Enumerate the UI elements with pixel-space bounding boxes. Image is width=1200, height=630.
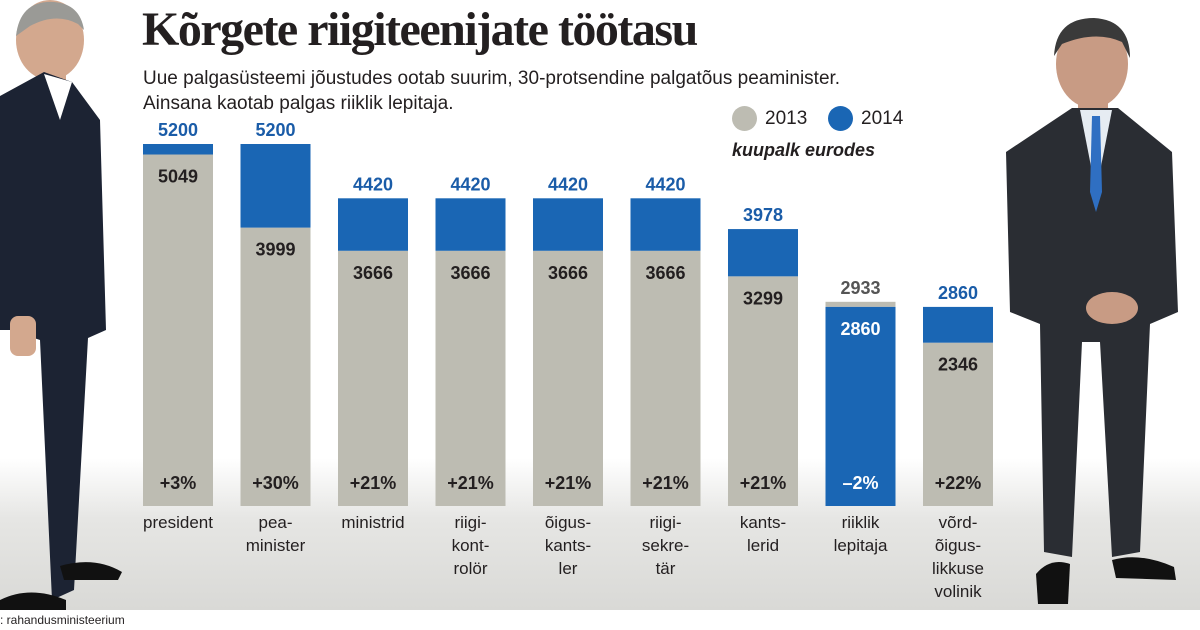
value-label-2014-4: 4420 [548,174,588,194]
value-label-2014-1: 5200 [255,120,295,140]
value-label-2013-5: 3666 [645,263,685,283]
bar-2014-0 [143,144,213,155]
category-label-7-1: lepitaja [834,536,888,555]
unit-note: kuupalk eurodes [732,140,876,160]
bar-2014-8 [923,306,993,343]
bar-2014-5 [630,198,701,251]
value-label-2013-2: 3666 [353,263,393,283]
category-label-5-1: sekre- [642,536,689,555]
change-label-5: +21% [642,473,689,493]
value-label-2014-5: 4420 [645,174,685,194]
legend-2014-swatch [828,106,853,131]
value-label-2013-6: 3299 [743,288,783,308]
category-label-8-0: võrd- [939,513,978,532]
bar-2013-1 [240,227,311,506]
value-label-2014-6: 3978 [743,205,783,225]
category-label-5-2: tär [656,559,676,578]
category-label-3-2: rolör [453,559,487,578]
bar-2013-5 [630,250,701,506]
category-label-6-1: lerid [747,536,779,555]
category-label-1-1: minister [246,536,306,555]
value-label-2013-7: 2933 [840,278,880,298]
value-label-2014-3: 4420 [450,174,490,194]
bar-2014-7 [825,306,896,506]
bar-2013-3 [435,250,506,506]
source-note: : rahandusministeerium [0,613,125,627]
change-label-8: +22% [935,473,982,493]
legend-2013: 2013 [732,106,807,131]
change-label-2: +21% [350,473,397,493]
category-label-4-1: kants- [545,536,591,555]
value-label-2014-0: 5200 [158,120,198,140]
legend-2014-label: 2014 [861,107,904,129]
legend-2014: 2014 [828,106,903,131]
bar-2013-2 [338,250,408,506]
president-photo [0,0,122,610]
category-label-4-2: ler [559,559,578,578]
chart-title: Kõrgete riigiteenijate töötasu [142,3,698,56]
subtitle-line-1: Uue palgasüsteemi jõustudes ootab suurim… [143,68,841,89]
bar-2014-6 [728,229,798,277]
bar-2014-4 [533,198,603,251]
legend-2013-label: 2013 [765,107,808,129]
change-label-1: +30% [252,473,299,493]
value-label-2014-2: 4420 [353,174,393,194]
category-label-3-1: kont- [452,536,490,555]
value-label-2013-0: 5049 [158,167,198,187]
chart-subtitle: Uue palgasüsteemi jõustudes ootab suurim… [143,66,840,116]
value-label-2013-1: 3999 [255,240,295,260]
category-label-1-0: pea- [258,513,292,532]
change-label-3: +21% [447,473,494,493]
change-label-4: +21% [545,473,592,493]
value-label-2013-4: 3666 [548,263,588,283]
change-label-6: +21% [740,473,787,493]
bar-2014-2 [338,198,408,251]
bar-2013-6 [728,276,798,506]
category-label-8-2: likkuse [932,559,984,578]
value-label-2014-8: 2860 [938,283,978,303]
bar-2013-0 [143,154,213,507]
category-label-3-0: riigi- [454,513,486,532]
category-label-8-3: volinik [934,582,982,601]
bar-2013-8 [923,342,993,506]
category-label-0-0: president [143,513,213,532]
category-label-6-0: kants- [740,513,786,532]
subtitle-line-2: Ainsana kaotab palgas riiklik lepitaja. [143,93,454,114]
category-label-4-0: õigus- [545,513,591,532]
bar-2013-4 [533,250,603,506]
category-label-7-0: riiklik [842,513,880,532]
legend-2013-swatch [732,106,757,131]
value-label-2013-8: 2346 [938,355,978,375]
bar-2014-3 [435,198,506,251]
bar-2013-7 [825,301,896,307]
bar-2014-1 [240,144,311,228]
value-label-2013-3: 3666 [450,263,490,283]
value-label-2014-7: 2860 [840,319,880,339]
category-label-8-1: õigus- [935,536,981,555]
prime-minister-photo [1006,18,1178,604]
category-label-5-0: riigi- [649,513,681,532]
change-label-0: +3% [160,473,197,493]
change-label-7: –2% [842,473,878,493]
category-label-2-0: ministrid [341,513,404,532]
